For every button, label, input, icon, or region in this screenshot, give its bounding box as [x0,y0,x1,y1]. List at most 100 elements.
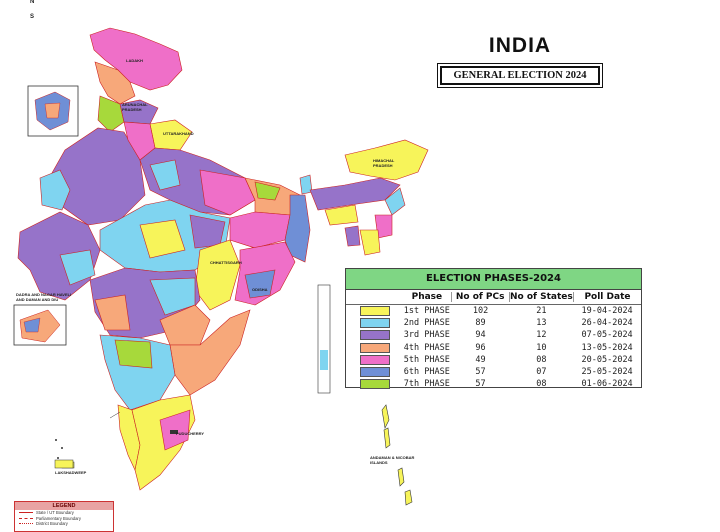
compass-north: N [30,0,35,5]
table-row: 1st PHASE 102 21 19-04-2024 [346,305,641,317]
state-boundary-line [19,512,33,514]
phase-color-swatch [359,354,390,365]
table-row: 7th PHASE 57 08 01-06-2024 [346,378,641,390]
region-assam [309,177,401,211]
region-west-bengal [284,194,311,263]
title-block: INDIA GENERAL ELECTION 2024 [437,34,603,88]
label-odisha: ODISHA [252,287,268,292]
label-arunachal: ARUNACHAL PRADESH [122,102,148,112]
phase-states: 07 [536,367,547,378]
phase-color-swatch [359,342,390,353]
map-title: INDIA [488,34,552,57]
phase-swatch [346,306,404,317]
phase-name: 6th PHASE [403,367,450,378]
phase-pcs: 102 [472,306,489,317]
region-telangana [159,304,211,346]
phase-date: 13-05-2024 [581,342,633,353]
phase-pcs: 57 [475,379,486,390]
label-chhattisgarh: CHHATTISGARH [210,260,242,265]
phase-name: 7th PHASE [403,379,450,390]
col-date: Poll Date [572,292,641,302]
label-puducherry: PUDUCHERRY [176,431,205,436]
region-bihar-n [254,181,281,201]
legend-title: LEGEND [15,502,113,510]
region-gujarat-south [59,249,96,286]
table-row: 4th PHASE 96 10 13-05-2024 [346,342,641,354]
region-chhattisgarh [194,239,241,311]
phase-states: 21 [536,306,547,317]
region-mp-central [139,219,186,259]
region-himachal [119,99,159,125]
phase-color-swatch [359,379,390,390]
phase-swatch [346,330,404,341]
region-mizoram [359,229,381,256]
andaman-islands [381,404,413,506]
phase-pcs: 96 [475,342,486,353]
phase-swatch [346,379,404,390]
phase-pcs: 94 [475,330,486,341]
table-row: 5th PHASE 49 08 20-05-2024 [346,354,641,366]
phase-swatch [346,342,404,353]
table-row: 3rd PHASE 94 12 07-05-2024 [346,329,641,341]
phase-states: 10 [536,342,547,353]
region-ladakh [89,27,183,91]
region-jammu-kashmir [94,61,136,105]
phase-color-swatch [359,367,390,378]
legend-label: Parliamentary Boundary [36,515,81,521]
region-nagaland [384,187,406,216]
phase-states: 13 [536,318,547,329]
region-arunachal [344,139,429,181]
phase-swatch [346,318,404,329]
label-dadra: DADRA AND NAGAR HAVELI AND DAMAN AND DIU [16,292,72,302]
region-west-rajasthan [39,169,71,211]
phase-pcs: 49 [475,354,486,365]
region-maharashtra-w [94,294,131,331]
phase-date: 01-06-2024 [581,379,633,390]
label-uttarakhand: UTTARAKHAND [163,131,194,136]
col-states: No of States [508,292,573,302]
inset-puducherry-left [317,284,331,394]
phase-states: 08 [536,354,547,365]
legend-item-district: District Boundary [15,521,113,527]
district-boundary-line [19,523,33,525]
phase-name: 3rd PHASE [403,330,450,341]
region-up-west [149,159,181,191]
inset-legend-box [54,459,74,469]
phase-table-header: Phase No of PCs No of States Poll Date [346,290,641,305]
phase-pcs: 57 [475,367,486,378]
map-subtitle: GENERAL ELECTION 2024 [437,63,603,88]
region-tripura [344,225,361,247]
phase-pcs: 89 [475,318,486,329]
phase-date: 26-04-2024 [581,318,633,329]
phase-color-swatch [359,306,390,317]
phase-table-body: 1st PHASE 102 21 19-04-2024 2nd PHASE 89 13 26-… [346,305,641,390]
phase-name: 1st PHASE [403,306,450,317]
region-punjab [97,95,125,133]
compass-rose: N S [22,0,50,22]
phase-date: 20-05-2024 [581,354,633,365]
legend-label: District Boundary [36,521,68,527]
label-andaman: ANDAMAN & NICOBAR ISLANDS [370,455,415,465]
compass-south: S [30,14,35,20]
phase-color-swatch [359,330,390,341]
phase-table-title: ELECTION PHASES-2024 [346,269,641,290]
phase-name: 2nd PHASE [403,318,450,329]
phase-states: 08 [536,379,547,390]
region-odisha-s [244,269,276,299]
label-ladakh: LADAKH [126,58,143,63]
election-phases-table: ELECTION PHASES-2024 Phase No of PCs No … [345,268,642,390]
region-up-east [199,169,256,216]
pc-boundary-line [19,517,33,519]
phase-date: 25-05-2024 [581,367,633,378]
phase-swatch [346,354,404,365]
col-pcs: No of PCs [450,292,509,302]
table-row: 6th PHASE 57 07 25-05-2024 [346,366,641,378]
label-himachal: HIMACHAL PRADESH [373,158,395,168]
region-meghalaya [324,204,359,226]
legend-label: State / UT Boundary [36,510,74,516]
region-karnataka-n [114,339,153,369]
phase-date: 07-05-2024 [581,330,633,341]
phase-name: 4th PHASE [403,342,450,353]
label-lakshadweep: LAKSHADWEEP [55,470,87,475]
